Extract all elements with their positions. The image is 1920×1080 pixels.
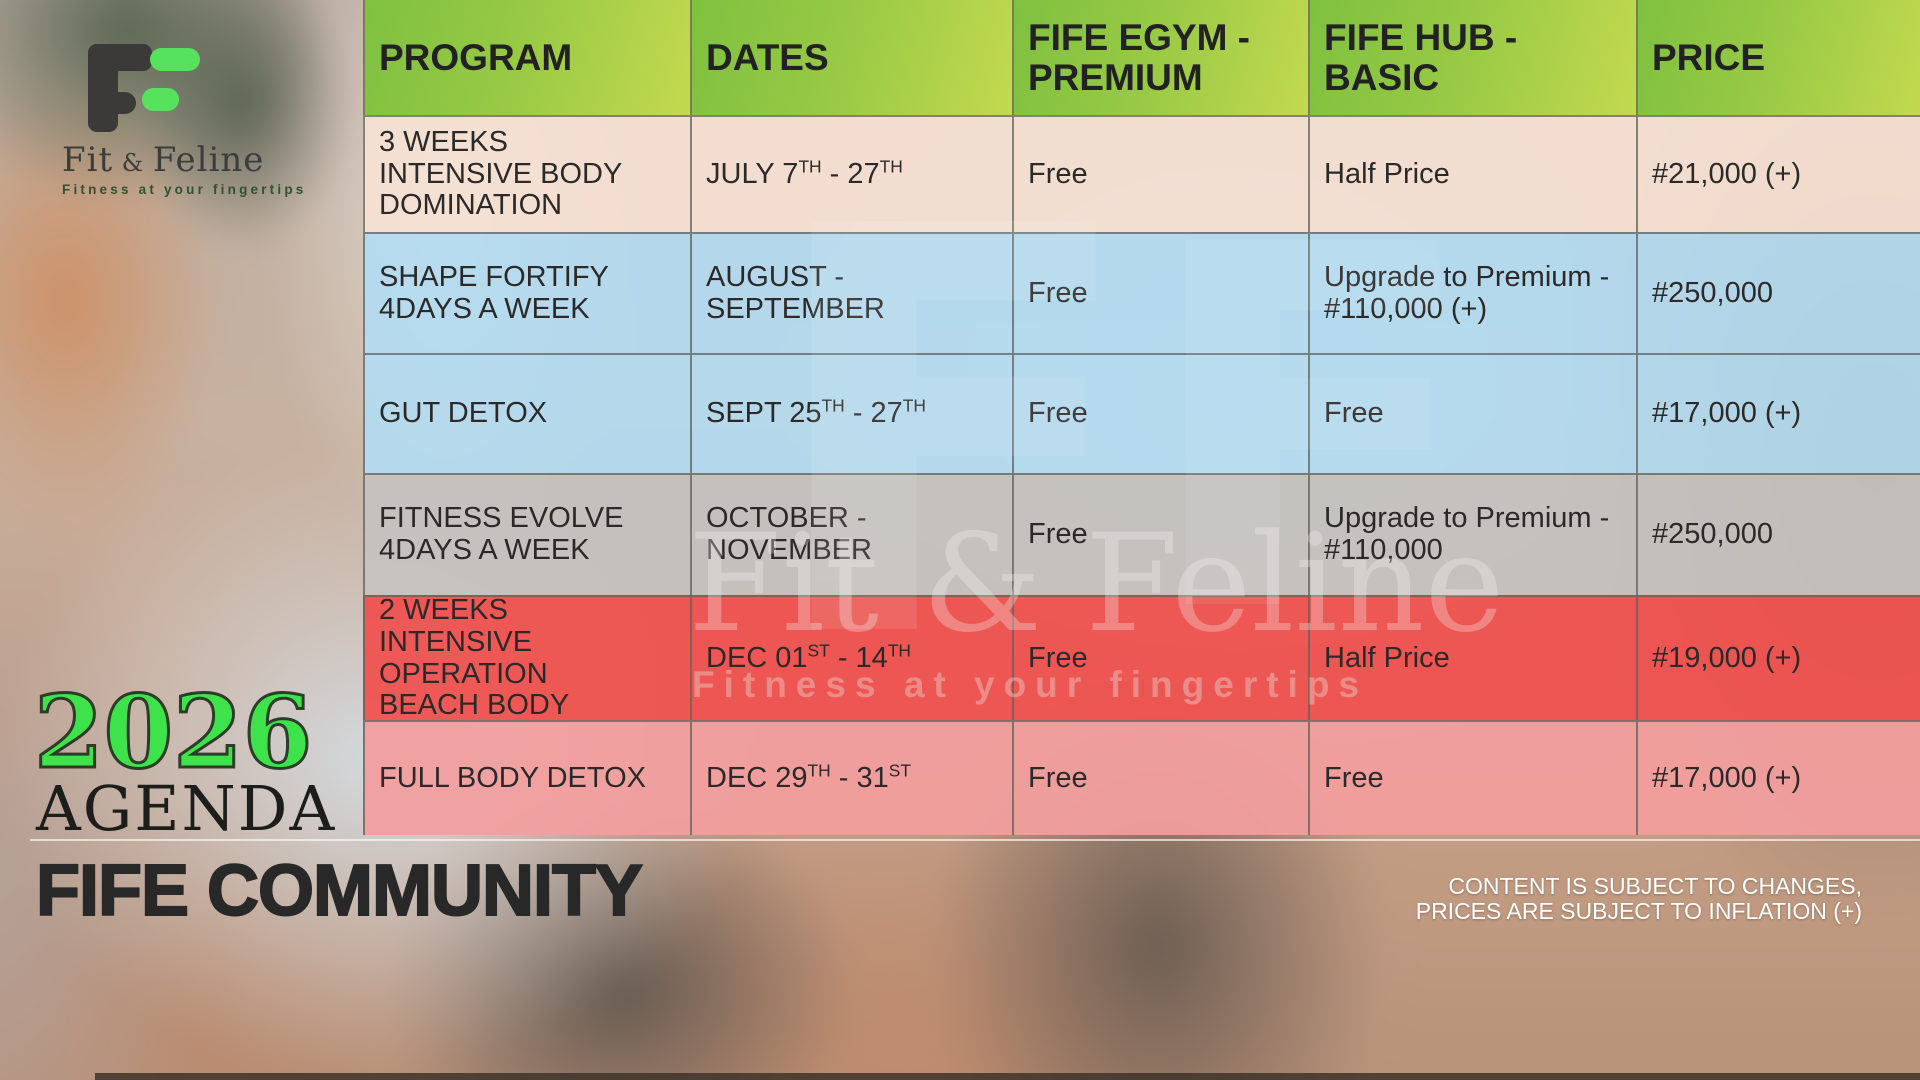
table-cell-dates: AUGUST - SEPTEMBER xyxy=(690,232,1012,353)
table-cell-hub-basic: Free xyxy=(1308,353,1636,473)
table-cell-egym-premium: Free xyxy=(1012,353,1308,473)
logo-dark-arm-2 xyxy=(88,92,136,114)
table-cell-program: FULL BODY DETOX xyxy=(363,720,690,835)
community-title: FIFE COMMUNITY xyxy=(35,850,644,932)
table-cell-hub-basic: Upgrade to Premium - #110,000 xyxy=(1308,473,1636,595)
table-cell-program: SHAPE FORTIFY 4DAYS A WEEK xyxy=(363,232,690,353)
brand-logo: Fit & Feline Fitness at your fingertips xyxy=(62,40,307,197)
table-cell-program: GUT DETOX xyxy=(363,353,690,473)
table-cell-egym-premium: Free xyxy=(1012,473,1308,595)
table-cell-dates: DEC 01ST - 14TH xyxy=(690,595,1012,720)
table-cell-price: #250,000 xyxy=(1636,232,1920,353)
year-2026: 2026 xyxy=(32,673,313,791)
table-cell-price: #21,000 (+) xyxy=(1636,115,1920,232)
table-cell-hub-basic: Free xyxy=(1308,720,1636,835)
fit-feline-logo-icon xyxy=(62,40,292,132)
program-table: PROGRAM DATES FIFE EGYM - PREMIUM FIFE H… xyxy=(363,0,1920,835)
table-cell-dates: OCTOBER - NOVEMBER xyxy=(690,473,1012,595)
disclaimer-line-2: PRICES ARE SUBJECT TO INFLATION (+) xyxy=(1415,898,1862,924)
column-header-dates: DATES xyxy=(690,0,1012,115)
logo-dark-arm xyxy=(88,44,152,71)
table-cell-egym-premium: Free xyxy=(1012,595,1308,720)
logo-green-pill xyxy=(150,48,200,71)
brand-tagline: Fitness at your fingertips xyxy=(62,182,307,197)
table-cell-dates: DEC 29TH - 31ST xyxy=(690,720,1012,835)
column-header-price: PRICE xyxy=(1636,0,1920,115)
column-header-egym-premium: FIFE EGYM - PREMIUM xyxy=(1012,0,1308,115)
table-cell-hub-basic: Half Price xyxy=(1308,595,1636,720)
disclaimer-text: CONTENT IS SUBJECT TO CHANGES, PRICES AR… xyxy=(1416,874,1862,924)
footer-divider-line xyxy=(30,839,1920,841)
table-cell-dates: SEPT 25TH - 27TH xyxy=(690,353,1012,473)
agenda-label: AGENDA xyxy=(36,772,337,845)
table-cell-egym-premium: Free xyxy=(1012,720,1308,835)
table-cell-price: #250,000 xyxy=(1636,473,1920,595)
logo-green-pill-2 xyxy=(142,88,179,111)
table-cell-egym-premium: Free xyxy=(1012,115,1308,232)
table-cell-price: #17,000 (+) xyxy=(1636,353,1920,473)
table-cell-program: 3 WEEKS INTENSIVE BODY DOMINATION xyxy=(363,115,690,232)
table-cell-program: FITNESS EVOLVE 4DAYS A WEEK xyxy=(363,473,690,595)
bottom-edge-bar xyxy=(95,1073,1920,1080)
table-cell-program: 2 WEEKS INTENSIVE OPERATION BEACH BODY xyxy=(363,594,690,721)
table-cell-price: #19,000 (+) xyxy=(1636,595,1920,720)
column-header-program: PROGRAM xyxy=(363,0,690,115)
disclaimer-line-1: CONTENT IS SUBJECT TO CHANGES, xyxy=(1448,873,1862,899)
table-cell-hub-basic: Upgrade to Premium - #110,000 (+) xyxy=(1308,232,1636,353)
table-cell-egym-premium: Free xyxy=(1012,232,1308,353)
table-cell-price: #17,000 (+) xyxy=(1636,720,1920,835)
table-cell-dates: JULY 7TH - 27TH xyxy=(690,115,1012,232)
brand-name: Fit & Feline xyxy=(62,140,265,180)
column-header-hub-basic: FIFE HUB - BASIC xyxy=(1308,0,1636,115)
table-cell-hub-basic: Half Price xyxy=(1308,115,1636,232)
